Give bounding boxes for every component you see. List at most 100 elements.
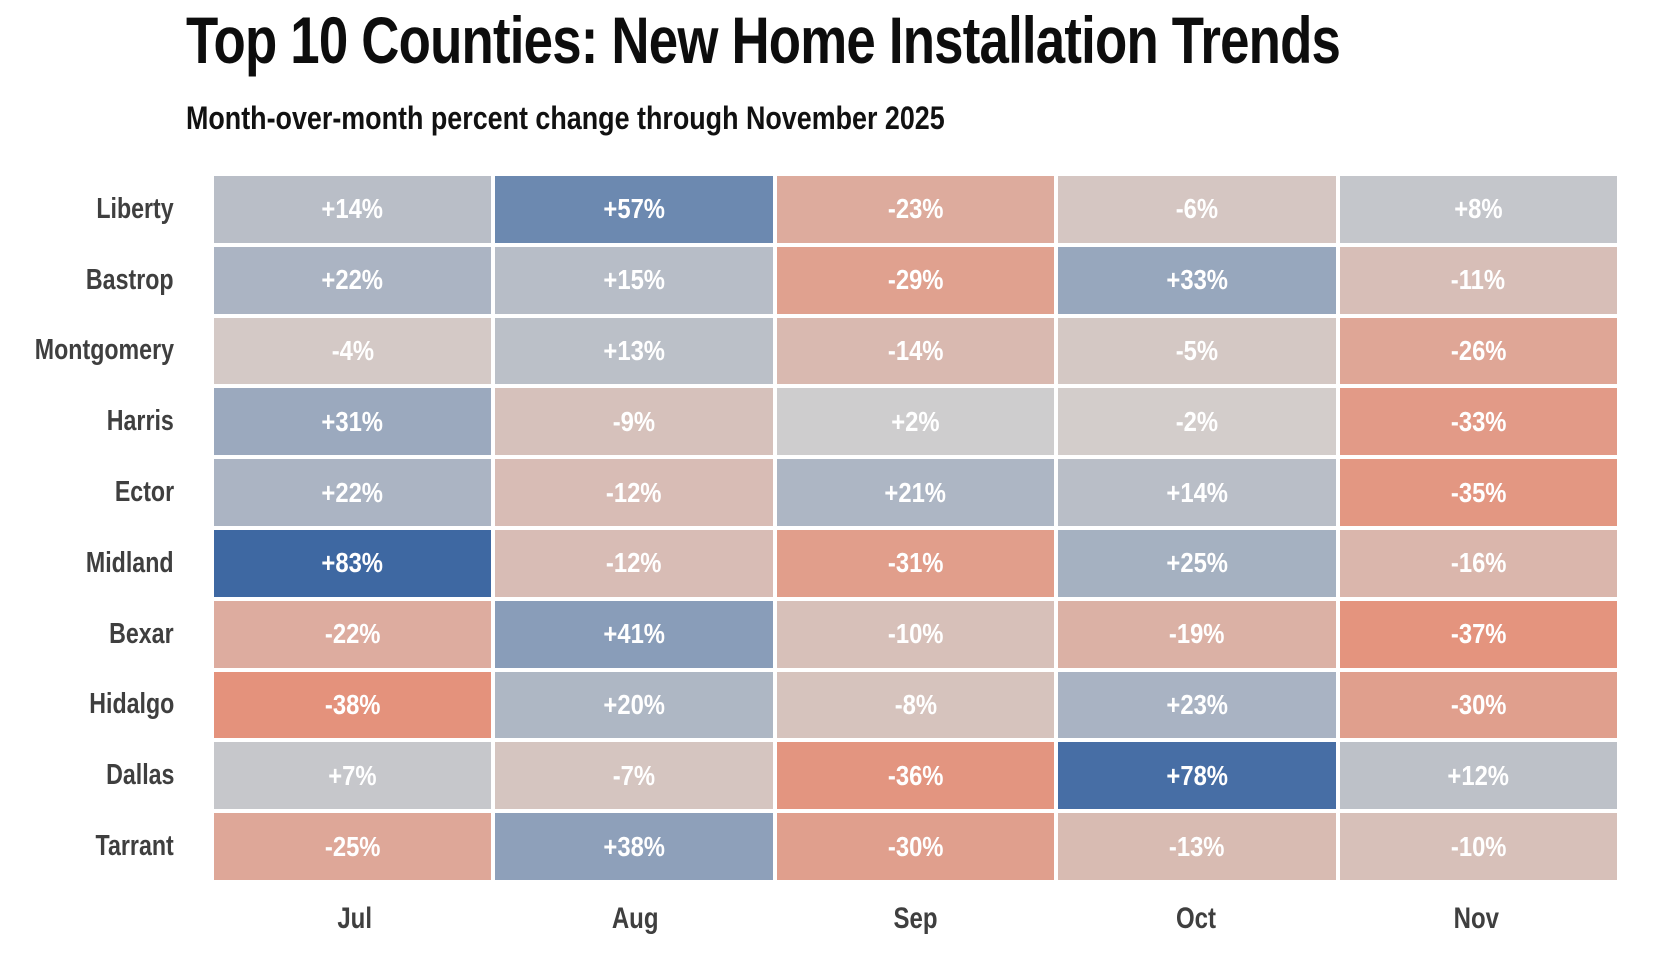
cell-value: -38% xyxy=(324,688,381,720)
column-label-sep: Sep xyxy=(775,893,1056,945)
heatmap-cell-dallas-sep: -36% xyxy=(776,742,1055,810)
heatmap-cell-harris-nov: -33% xyxy=(1339,388,1617,456)
heatmap-cell-bastrop-jul: +22% xyxy=(214,246,492,314)
row-label-text: Bastrop xyxy=(86,263,174,296)
cell-value: -4% xyxy=(331,334,374,366)
heatmap-cell-harris-oct: -2% xyxy=(1058,388,1336,456)
heatmap-cell-liberty-sep: -23% xyxy=(776,176,1055,243)
row-label-bexar: Bexar xyxy=(0,601,175,668)
heatmap-cell-dallas-oct: +78% xyxy=(1058,742,1336,810)
cell-value: +14% xyxy=(1166,476,1228,508)
heatmap-cell-liberty-nov: +8% xyxy=(1339,176,1617,243)
cell-value: -22% xyxy=(324,618,381,650)
heatmap-cell-bexar-sep: -10% xyxy=(776,600,1055,668)
cell-value: -14% xyxy=(887,334,944,366)
row-label-text: Hidalgo xyxy=(88,688,174,721)
heatmap-cell-hidalgo-jul: -38% xyxy=(214,671,492,739)
cell-value: -19% xyxy=(1169,618,1225,650)
cell-value: +78% xyxy=(1166,759,1228,791)
heatmap-cell-montgomery-jul: -4% xyxy=(214,317,492,385)
column-label-oct: Oct xyxy=(1056,893,1337,945)
heatmap-cell-ector-nov: -35% xyxy=(1339,459,1617,526)
cell-value: +12% xyxy=(1447,759,1510,791)
cell-value: -12% xyxy=(606,547,662,579)
heatmap-cell-bastrop-nov: -11% xyxy=(1339,246,1617,314)
row-label-bastrop: Bastrop xyxy=(0,247,174,314)
heatmap-cell-ector-sep: +21% xyxy=(776,459,1055,526)
cell-value: +7% xyxy=(328,759,377,791)
heatmap-cell-hidalgo-oct: +23% xyxy=(1058,671,1336,739)
cell-value: -7% xyxy=(612,759,656,791)
row-label-text: Montgomery xyxy=(34,334,174,367)
cell-value: +21% xyxy=(884,476,947,508)
row-labels: Liberty Bastrop Montgomery Harris Ector Midla… xyxy=(0,176,175,880)
heatmap-cell-bexar-nov: -37% xyxy=(1339,600,1617,668)
cell-value: -8% xyxy=(894,688,937,720)
heatmap-cell-ector-jul: +22% xyxy=(214,459,492,526)
heatmap-cell-montgomery-nov: -26% xyxy=(1339,317,1617,385)
cell-value: -11% xyxy=(1451,264,1506,296)
row-label-tarrant: Tarrant xyxy=(0,813,174,880)
heatmap-cell-bexar-jul: -22% xyxy=(214,600,492,668)
cell-value: +33% xyxy=(1166,264,1228,296)
heatmap-cell-tarrant-oct: -13% xyxy=(1058,813,1336,880)
row-label-text: Midland xyxy=(86,546,174,579)
cell-value: +25% xyxy=(1166,547,1228,579)
column-labels: Jul Aug Sep Oct Nov xyxy=(214,893,1617,945)
row-label-text: Liberty xyxy=(96,192,174,225)
cell-value: +23% xyxy=(1166,688,1228,720)
heatmap-cell-bastrop-sep: -29% xyxy=(776,246,1055,314)
heatmap-cell-harris-jul: +31% xyxy=(214,388,492,456)
column-label-text: Oct xyxy=(1176,902,1217,935)
cell-value: -36% xyxy=(887,759,944,791)
heatmap-cell-bastrop-aug: +15% xyxy=(495,246,773,314)
row-label-text: Ector xyxy=(114,476,174,509)
cell-value: -31% xyxy=(887,547,944,579)
column-label-text: Jul xyxy=(336,902,372,935)
row-label-montgomery: Montgomery xyxy=(0,318,174,385)
heatmap-cell-dallas-nov: +12% xyxy=(1339,742,1617,810)
heatmap-cell-tarrant-sep: -30% xyxy=(776,813,1055,880)
cell-value: +57% xyxy=(603,193,665,225)
cell-value: -26% xyxy=(1450,334,1507,366)
row-label-dallas: Dallas xyxy=(0,742,174,809)
cell-value: +22% xyxy=(321,264,384,296)
column-label-text: Sep xyxy=(893,902,938,935)
cell-value: -37% xyxy=(1450,618,1507,650)
cell-value: -23% xyxy=(887,193,944,225)
cell-value: -16% xyxy=(1450,547,1507,579)
cell-value: +15% xyxy=(603,264,665,296)
column-label-jul: Jul xyxy=(214,893,495,945)
heatmap-cell-hidalgo-nov: -30% xyxy=(1339,671,1617,739)
heatmap-cell-bastrop-oct: +33% xyxy=(1058,246,1336,314)
cell-value: +20% xyxy=(603,688,665,720)
cell-value: -10% xyxy=(1450,830,1507,862)
heatmap-cell-montgomery-sep: -14% xyxy=(776,317,1055,385)
heatmap-cell-montgomery-aug: +13% xyxy=(495,317,773,385)
row-label-liberty: Liberty xyxy=(0,176,174,243)
cell-value: -6% xyxy=(1175,193,1219,225)
cell-value: +2% xyxy=(891,405,940,437)
column-label-text: Nov xyxy=(1454,902,1500,935)
heatmap-cell-midland-oct: +25% xyxy=(1058,530,1336,597)
cell-value: -29% xyxy=(887,264,944,296)
page-title: Top 10 Counties: New Home Installation T… xyxy=(186,3,1341,77)
heatmap-cell-ector-aug: -12% xyxy=(495,459,773,526)
row-label-text: Dallas xyxy=(105,759,174,792)
row-label-midland: Midland xyxy=(0,530,174,597)
cell-value: +83% xyxy=(321,547,384,579)
heatmap-cell-midland-jul: +83% xyxy=(214,530,492,597)
cell-value: -25% xyxy=(324,830,381,862)
heatmap-cell-liberty-oct: -6% xyxy=(1058,176,1336,243)
cell-value: -12% xyxy=(606,476,662,508)
cell-value: -5% xyxy=(1175,334,1219,366)
cell-value: +22% xyxy=(321,476,384,508)
cell-value: +31% xyxy=(321,405,384,437)
row-label-text: Harris xyxy=(106,405,174,438)
heatmap-cell-midland-sep: -31% xyxy=(776,530,1055,597)
heatmap-cell-harris-aug: -9% xyxy=(495,388,773,456)
page-subtitle: Month-over-month percent change through … xyxy=(186,100,945,136)
cell-value: -35% xyxy=(1450,476,1507,508)
heatmap-cell-tarrant-aug: +38% xyxy=(495,813,773,880)
